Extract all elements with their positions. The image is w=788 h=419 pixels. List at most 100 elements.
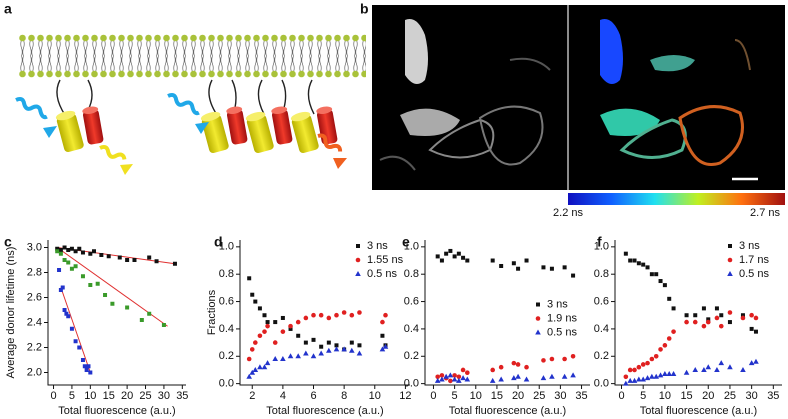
point	[623, 251, 628, 256]
point	[749, 326, 754, 331]
point	[460, 375, 466, 381]
point	[753, 329, 758, 334]
point	[653, 353, 659, 359]
point	[718, 360, 725, 366]
point	[60, 285, 65, 290]
point	[562, 265, 567, 270]
point	[262, 329, 267, 334]
legend-label: 3 ns	[367, 240, 388, 252]
point	[58, 248, 63, 252]
x-tick-label: 10	[470, 390, 482, 402]
point	[383, 312, 388, 318]
point	[515, 362, 521, 367]
point	[62, 308, 67, 312]
point	[464, 376, 471, 382]
point	[753, 358, 759, 364]
point	[670, 371, 677, 377]
y-tick-label: 0.0	[404, 378, 419, 390]
point	[264, 360, 271, 366]
point	[296, 333, 301, 338]
colorbar-label: 2.7 ns	[750, 207, 780, 219]
point	[714, 315, 720, 321]
point	[318, 312, 324, 318]
point	[288, 323, 293, 329]
point	[125, 258, 130, 262]
point	[714, 306, 719, 311]
point	[571, 273, 576, 278]
point	[561, 373, 568, 379]
point	[379, 346, 386, 352]
x-tick-label: 35	[575, 390, 587, 402]
point	[326, 347, 332, 353]
legend-marker	[356, 244, 360, 248]
point	[632, 258, 637, 263]
point	[447, 372, 454, 378]
point	[632, 367, 637, 373]
point	[249, 369, 256, 375]
point	[88, 251, 93, 256]
legend-marker	[535, 329, 541, 335]
point	[246, 373, 252, 379]
point	[549, 356, 555, 362]
x-tick-label: 35	[767, 390, 779, 402]
point	[117, 255, 122, 260]
x-tick-label: 0	[618, 390, 624, 402]
legend-marker	[355, 257, 361, 263]
point	[272, 340, 278, 345]
y-tick-label: 0.6	[404, 295, 419, 307]
point	[257, 333, 263, 339]
x-tick-label: 0	[430, 390, 436, 402]
point	[80, 250, 85, 255]
point	[623, 380, 629, 386]
panel-label: c	[4, 234, 12, 250]
y-tick-label: 3.0	[27, 241, 42, 253]
point	[262, 313, 267, 318]
point	[73, 339, 78, 344]
point	[253, 340, 258, 345]
y-tick-label: 0.4	[404, 323, 419, 335]
point	[667, 296, 672, 301]
point	[357, 310, 362, 315]
point	[311, 337, 316, 342]
point	[456, 251, 461, 256]
point	[749, 312, 754, 318]
point	[154, 259, 159, 264]
point	[80, 358, 85, 362]
x-tick-label: 20	[121, 390, 133, 402]
microscopy-images: b 2.2 ns 2.7 ns	[360, 1, 785, 219]
point	[349, 340, 354, 345]
point	[88, 370, 93, 375]
x-tick-label: 5	[640, 390, 646, 402]
point	[701, 323, 707, 329]
x-tick-label: 5	[452, 390, 458, 402]
point	[310, 353, 317, 359]
legend-label: 0.5 ns	[367, 268, 397, 280]
point	[511, 360, 517, 366]
legend-label: 1.55 ns	[367, 254, 404, 266]
point	[636, 261, 641, 266]
point	[515, 373, 521, 379]
point	[253, 299, 258, 304]
point	[653, 373, 660, 379]
point	[261, 364, 268, 370]
point	[448, 248, 453, 253]
x-axis-label: Total fluorescence (a.u.)	[640, 405, 757, 417]
panel-label: d	[214, 234, 223, 250]
point	[748, 360, 755, 366]
point	[106, 254, 111, 259]
point	[172, 261, 177, 266]
point	[456, 374, 462, 380]
point	[456, 377, 462, 383]
point	[511, 261, 516, 266]
y-tick-label: 2.0	[27, 366, 42, 378]
x-tick-label: 10	[369, 390, 381, 402]
point	[740, 315, 746, 321]
point	[66, 248, 71, 252]
point	[326, 315, 332, 321]
point	[69, 266, 74, 271]
point	[662, 371, 668, 377]
y-tick-label: 0.2	[594, 350, 609, 362]
point	[434, 377, 441, 383]
point	[110, 301, 115, 306]
x-tick-label: 15	[103, 390, 115, 402]
